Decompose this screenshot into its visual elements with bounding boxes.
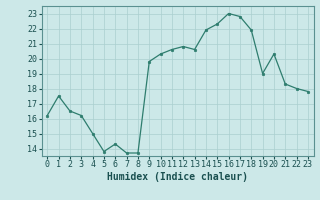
X-axis label: Humidex (Indice chaleur): Humidex (Indice chaleur) [107, 172, 248, 182]
